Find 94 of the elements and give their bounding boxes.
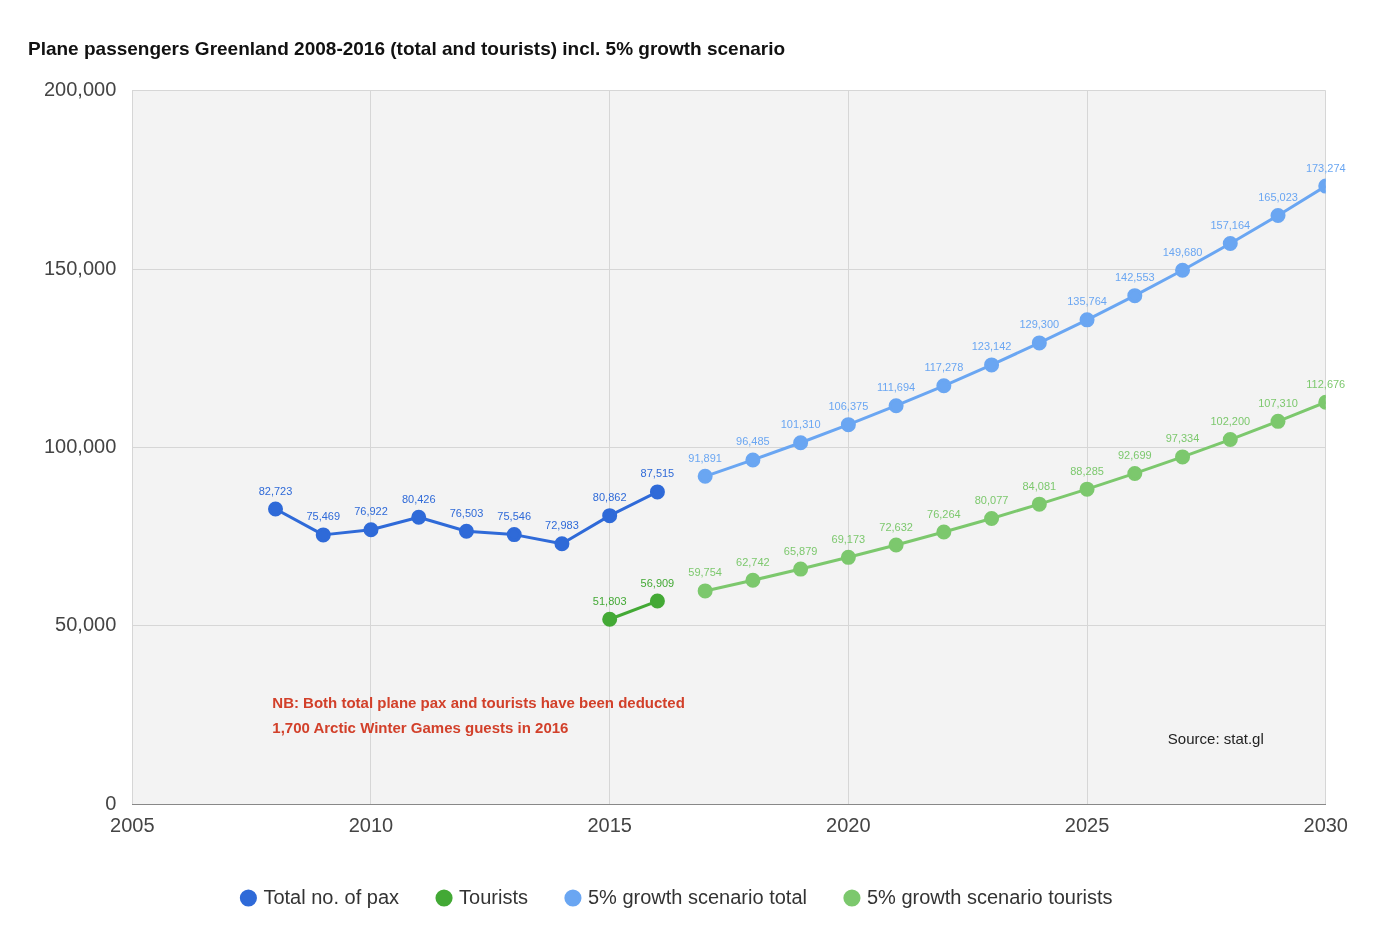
point xyxy=(1270,413,1286,429)
point xyxy=(315,527,331,543)
data-label: 165,023 xyxy=(1258,191,1298,204)
point xyxy=(1079,481,1095,497)
chart-title: Plane passengers Greenland 2008-2016 (total and tourists) incl. 5% growth scenario xyxy=(28,37,786,59)
data-label: 117,278 xyxy=(924,361,964,374)
data-label: 65,879 xyxy=(783,544,818,557)
point xyxy=(458,523,474,539)
data-label: 80,077 xyxy=(974,493,1009,506)
data-label: 62,742 xyxy=(736,555,770,568)
data-label: 87,515 xyxy=(640,467,675,480)
point xyxy=(888,537,904,553)
data-label: 75,469 xyxy=(306,510,341,523)
point xyxy=(1127,465,1143,481)
data-label: 106,375 xyxy=(828,400,869,413)
data-label: 84,081 xyxy=(1022,479,1057,492)
data-label: 76,503 xyxy=(449,506,484,519)
point xyxy=(649,484,665,500)
point xyxy=(697,468,713,484)
point xyxy=(602,508,618,524)
data-label: 97,334 xyxy=(1165,432,1200,445)
data-label: 149,680 xyxy=(1162,245,1203,258)
point xyxy=(936,524,952,540)
data-label: 72,983 xyxy=(545,519,579,532)
data-label: 173,274 xyxy=(1305,161,1346,174)
data-label: 59,754 xyxy=(688,566,722,579)
data-label: 96,485 xyxy=(736,435,770,448)
point xyxy=(1222,432,1238,448)
data-label: 72,632 xyxy=(879,520,913,533)
point xyxy=(745,452,761,468)
data-label: 82,723 xyxy=(258,484,293,497)
legend-label: 5% growth scenario tourists xyxy=(866,885,1113,908)
annotation: NB: Both total plane pax and tourists have been deducted 1,700 Arctic Winter Games guests in 2016 xyxy=(272,694,685,737)
point xyxy=(1031,496,1047,512)
data-label: 76,264 xyxy=(927,507,961,520)
point xyxy=(1127,288,1143,304)
point xyxy=(840,549,856,565)
point xyxy=(888,398,904,414)
point xyxy=(1222,236,1238,252)
point xyxy=(697,583,713,599)
point xyxy=(1031,335,1047,351)
point xyxy=(984,510,1000,526)
y-tick-label: 50,000 xyxy=(55,613,117,636)
legend-label: Tourists xyxy=(459,885,528,908)
point xyxy=(602,611,618,627)
x-tick-label: 2005 xyxy=(110,813,155,836)
data-label: 123,142 xyxy=(971,340,1012,353)
point xyxy=(268,501,284,517)
y-tick-label: 200,000 xyxy=(44,78,117,101)
point xyxy=(984,357,1000,373)
point xyxy=(1270,208,1286,224)
x-tick-label: 2020 xyxy=(826,813,871,836)
data-label: 92,699 xyxy=(1117,448,1152,461)
point xyxy=(649,593,665,609)
data-label: 102,200 xyxy=(1210,415,1251,428)
legend-label: Total no. of pax xyxy=(263,885,400,908)
data-label: 69,173 xyxy=(831,532,866,545)
data-label: 80,426 xyxy=(401,492,436,505)
point xyxy=(411,509,427,525)
data-label: 101,310 xyxy=(780,418,821,431)
point xyxy=(363,522,379,538)
point xyxy=(1175,449,1191,465)
y-tick-label: 0 xyxy=(105,791,117,814)
data-label: 107,310 xyxy=(1258,396,1298,409)
point xyxy=(840,417,856,433)
point xyxy=(793,561,809,577)
point xyxy=(793,435,809,451)
data-label: 76,922 xyxy=(354,505,388,518)
data-label: 91,891 xyxy=(688,451,722,464)
point xyxy=(506,527,522,543)
legend-label: 5% growth scenario total xyxy=(587,885,807,908)
data-label: 111,694 xyxy=(877,381,916,394)
y-tick-label: 100,000 xyxy=(44,434,117,457)
point xyxy=(1079,312,1095,328)
point xyxy=(936,378,952,394)
data-label: 112,676 xyxy=(1306,377,1346,390)
x-tick-label: 2015 xyxy=(587,813,632,836)
y-tick-label: 150,000 xyxy=(44,256,117,279)
data-label: 129,300 xyxy=(1019,318,1060,331)
x-tick-label: 2030 xyxy=(1303,813,1348,836)
data-label: 51,803 xyxy=(592,594,627,607)
point xyxy=(745,572,761,588)
x-tick-label: 2025 xyxy=(1064,813,1110,836)
data-label: 75,546 xyxy=(497,510,532,523)
data-label: 88,285 xyxy=(1070,464,1104,477)
data-label: 142,553 xyxy=(1114,271,1155,284)
x-tick-label: 2010 xyxy=(348,813,394,836)
point xyxy=(554,536,570,552)
data-label: 80,862 xyxy=(592,491,627,504)
data-label: 157,164 xyxy=(1210,219,1251,232)
annotation: Source: stat.gl xyxy=(1167,730,1264,748)
data-label: 56,909 xyxy=(640,576,675,589)
data-label: 135,764 xyxy=(1067,295,1107,308)
point xyxy=(1175,262,1191,278)
